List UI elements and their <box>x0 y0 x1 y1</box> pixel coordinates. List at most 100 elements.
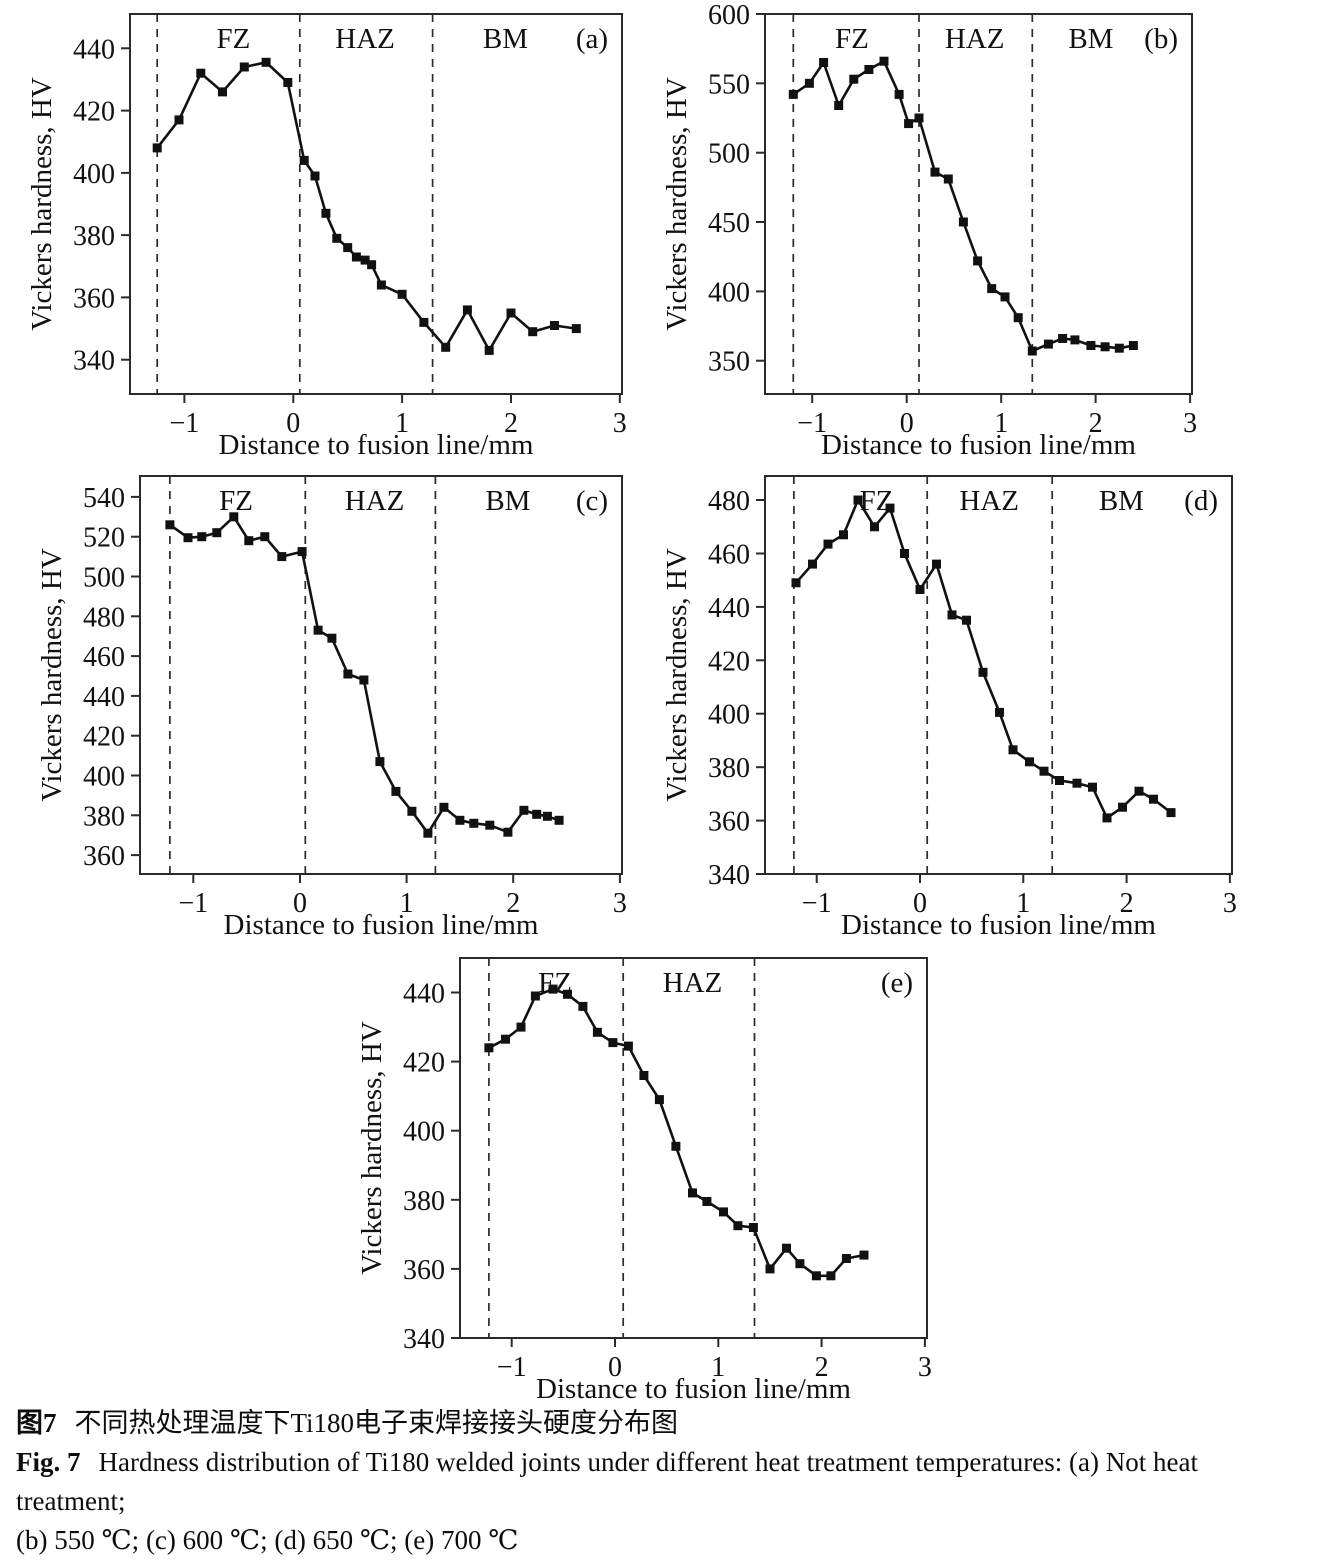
data-point-marker <box>962 615 971 625</box>
chart-panel-d: −1 0 1 2 3 340 360 380 400 420 440 460 480 FZ HAZ BM (d)… <box>660 462 1260 940</box>
data-point-marker <box>987 284 997 294</box>
data-point-marker <box>554 815 564 825</box>
y-tick-label: 380 <box>403 1186 445 1217</box>
y-tick-label: 420 <box>83 722 125 753</box>
y-tick-label: 400 <box>83 762 125 793</box>
data-point-marker <box>506 308 516 318</box>
x-tick-label: 2 <box>1120 888 1134 919</box>
data-point-marker <box>313 625 323 635</box>
y-tick-label: 460 <box>708 540 750 571</box>
data-point-marker <box>327 633 337 643</box>
caption-en-label: Fig. 7 <box>16 1447 81 1477</box>
x-tick-label: 1 <box>400 888 414 919</box>
y-tick-label: 420 <box>403 1048 445 1079</box>
data-point-marker <box>1128 341 1138 350</box>
data-point-marker <box>1025 757 1034 767</box>
plot-border <box>764 475 1233 875</box>
data-point-marker <box>791 578 801 588</box>
hardness-chart-e: −1 0 1 2 3 340 360 380 400 420 440 FZ HAZ (e) Distance… <box>356 957 932 1404</box>
zone-label: HAZ <box>945 23 1005 55</box>
data-point-marker <box>915 585 925 594</box>
data-point-marker <box>811 1271 821 1281</box>
data-point-marker <box>484 345 494 355</box>
series-line <box>156 61 577 352</box>
y-axis-title: Vickers hardness, HV <box>26 77 58 331</box>
y-tick-label: 420 <box>708 646 750 677</box>
panel-letter: (b) <box>1144 23 1178 55</box>
x-tick-label: 0 <box>913 888 927 919</box>
zone-label: BM <box>1099 485 1144 517</box>
y-tick-label: 540 <box>83 483 125 514</box>
data-point-marker <box>548 984 558 994</box>
zone-label: HAZ <box>345 485 405 517</box>
data-point-marker <box>995 707 1004 717</box>
data-point-marker <box>455 815 465 825</box>
y-tick-label: 480 <box>708 486 750 517</box>
data-point-marker <box>1072 778 1082 788</box>
data-point-marker <box>1055 776 1064 785</box>
data-point-marker <box>1149 794 1158 804</box>
data-point-marker <box>174 115 184 125</box>
data-point-marker <box>419 317 429 327</box>
data-point-marker <box>1008 745 1018 755</box>
data-point-marker <box>1027 346 1037 356</box>
y-tick-label: 440 <box>403 979 445 1010</box>
data-point-marker <box>834 101 844 110</box>
hardness-chart-b: −1 0 1 2 3 350 400 450 500 550 600 FZ HAZ BM (b) Distan… <box>661 0 1197 460</box>
data-point-marker <box>423 828 433 838</box>
caption-line-en2: (b) 550 ℃; (c) 600 ℃; (d) 650 ℃; (e) 700… <box>16 1521 1311 1560</box>
data-point-marker <box>900 549 909 558</box>
data-point-marker <box>1058 334 1068 343</box>
x-tick-label: −1 <box>797 408 827 439</box>
data-point-marker <box>501 1034 510 1044</box>
data-point-marker <box>542 811 552 821</box>
series-line <box>169 515 560 835</box>
data-point-marker <box>321 208 331 218</box>
x-axis-title: Distance to fusion line/mm <box>219 429 534 460</box>
data-point-marker <box>1114 343 1124 353</box>
x-axis-title: Distance to fusion line/mm <box>536 1373 851 1404</box>
data-point-marker <box>623 1041 633 1051</box>
panel-letter: (c) <box>576 485 608 517</box>
data-point-marker <box>808 559 817 569</box>
data-point-marker <box>360 255 370 265</box>
x-tick-label: 2 <box>815 1352 829 1383</box>
data-point-marker <box>261 57 271 67</box>
data-point-marker <box>1000 292 1010 302</box>
data-point-marker <box>943 174 953 184</box>
data-point-marker <box>239 62 249 72</box>
zone-label: HAZ <box>663 967 723 999</box>
series-line <box>795 498 1172 820</box>
data-point-marker <box>947 610 957 620</box>
y-tick-label: 340 <box>403 1324 445 1355</box>
zone-label: FZ <box>860 485 894 517</box>
y-tick-label: 400 <box>708 700 750 731</box>
caption-line-en: Fig. 7 Hardness distribution of Ti180 wel… <box>16 1443 1311 1521</box>
zone-label: BM <box>485 485 530 517</box>
x-tick-label: 3 <box>1183 408 1197 439</box>
y-axis-title: Vickers hardness, HV <box>661 548 693 802</box>
panel-letter: (a) <box>576 23 608 55</box>
data-point-marker <box>688 1188 697 1198</box>
data-point-marker <box>1118 802 1127 812</box>
hardness-chart-d: −1 0 1 2 3 340 360 380 400 420 440 460 480 FZ HAZ BM (d)… <box>661 475 1237 940</box>
data-point-marker <box>152 143 162 153</box>
x-tick-label: −1 <box>497 1352 527 1383</box>
y-tick-label: 380 <box>708 753 750 784</box>
data-point-marker <box>1086 341 1096 350</box>
hardness-chart-c: −1 0 1 2 3 360 380 400 420 440 460 480 500 520 540 FZ HA… <box>36 475 627 940</box>
data-point-marker <box>407 806 417 816</box>
zone-label: FZ <box>219 485 253 517</box>
data-point-marker <box>165 520 175 530</box>
y-tick-label: 360 <box>73 283 115 314</box>
y-tick-label: 480 <box>83 602 125 633</box>
plot-border <box>139 475 623 875</box>
data-point-marker <box>283 78 293 87</box>
data-point-marker <box>260 532 270 542</box>
y-tick-label: 440 <box>73 34 115 65</box>
y-tick-label: 400 <box>403 1117 445 1148</box>
data-point-marker <box>973 256 983 266</box>
data-point-marker <box>879 56 889 66</box>
y-tick-label: 440 <box>708 593 750 624</box>
x-tick-label: 0 <box>608 1352 622 1383</box>
